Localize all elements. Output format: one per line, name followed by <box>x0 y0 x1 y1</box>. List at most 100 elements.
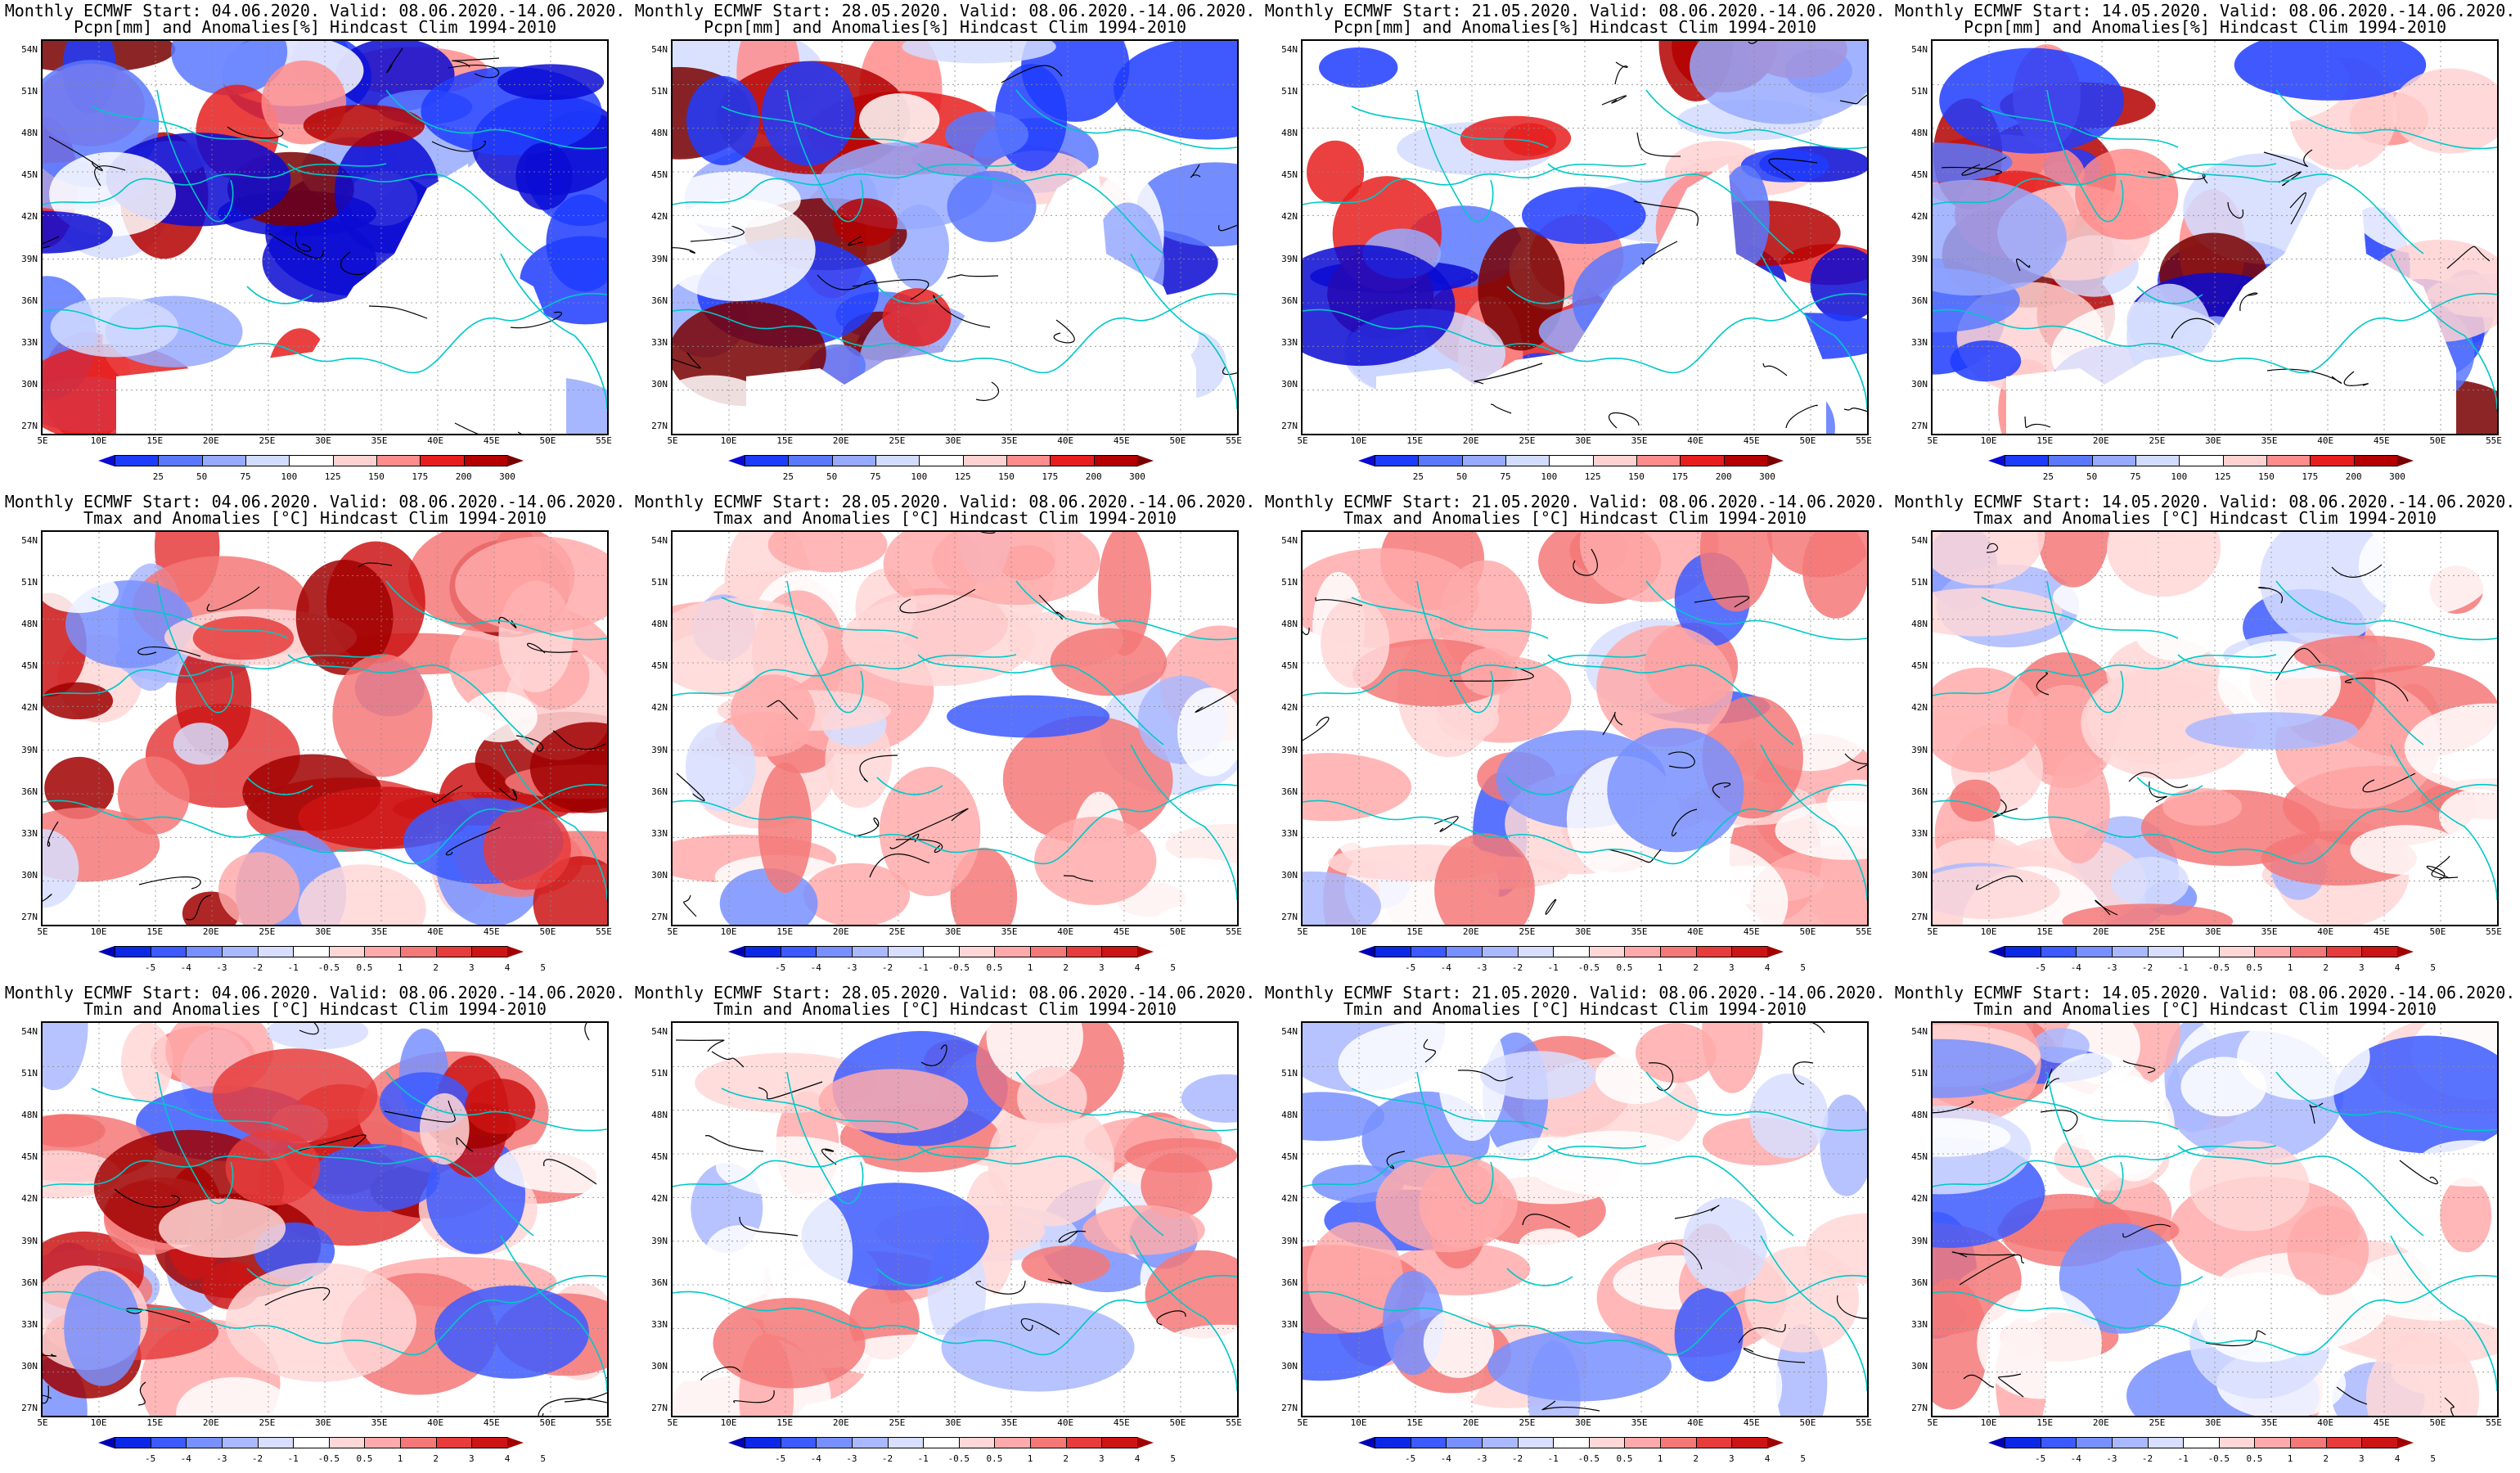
coastline-border <box>917 654 1164 746</box>
colorbar-label: -3 <box>2106 962 2117 973</box>
colorbar-label: -4 <box>2070 1453 2081 1464</box>
contour-line <box>1998 1373 2024 1398</box>
contour-line <box>2122 1223 2171 1238</box>
colorbar-swatch <box>2147 1437 2185 1448</box>
lon-tick-label: 30E <box>2205 435 2221 446</box>
colorbar-label: 175 <box>2302 471 2319 482</box>
lat-tick-label: 30N <box>1281 869 1298 881</box>
lat-tick-label: 33N <box>1281 1318 1298 1330</box>
contour-line <box>1767 1023 1825 1034</box>
colorbar-label: 300 <box>1129 471 1145 482</box>
lon-tick-label: 45E <box>2373 926 2390 937</box>
lon-tick-label: 40E <box>2317 926 2334 937</box>
contour-line <box>733 1390 775 1403</box>
lon-tick-label: 15E <box>2036 435 2054 446</box>
anomaly-region <box>2048 751 2110 863</box>
anomaly-region <box>1021 1246 1110 1285</box>
coastline-border <box>287 654 534 746</box>
lat-tick-label: 45N <box>21 169 38 181</box>
contour-line <box>889 833 920 849</box>
lat-tick-label: 39N <box>1911 253 1928 264</box>
lat-tick-label: 51N <box>1911 86 1928 97</box>
colorbar-swatch <box>1418 455 1463 466</box>
colorbar-swatch <box>1481 1437 1519 1448</box>
colorbar-swatch <box>1553 946 1590 957</box>
lat-tick-label: 42N <box>651 1193 668 1205</box>
contour-line <box>1047 1278 1072 1285</box>
lat-tick-label: 36N <box>1911 1277 1928 1288</box>
colorbar-swatch <box>1410 946 1447 957</box>
lon-tick-label: 30E <box>945 435 961 446</box>
lon-tick-label: 25E <box>259 1417 276 1428</box>
coastline-border <box>287 163 534 255</box>
anomaly-region <box>2287 1205 2369 1295</box>
contour-line <box>445 827 501 856</box>
colorbar-swatch <box>1549 455 1594 466</box>
lon-tick-label: 20E <box>202 926 219 937</box>
coastline-border <box>1416 89 1494 223</box>
panel-title-line1: Monthly ECMWF Start: 14.05.2020. Valid: … <box>1894 983 2516 1002</box>
colorbar-label: -2 <box>2141 962 2153 973</box>
contour-line <box>1712 782 1731 799</box>
lon-tick-label: 20E <box>1462 435 1479 446</box>
coastline-border <box>91 597 289 639</box>
lon-tick-label: 5E <box>1927 926 1938 937</box>
anomaly-region <box>212 1048 378 1142</box>
coastline-border <box>2136 777 2203 795</box>
coastline-border <box>1506 777 1573 795</box>
anomaly-region <box>1674 1288 1744 1382</box>
coastline-border <box>1015 1071 1237 1132</box>
anomaly-region <box>1321 597 1390 688</box>
contour-line <box>1785 404 1818 429</box>
coastline-border <box>1981 597 2179 639</box>
contour-line <box>1992 799 2018 818</box>
anomaly-region <box>1437 697 1499 741</box>
anomaly-region <box>2293 635 2436 673</box>
anomaly-region <box>1559 118 1699 183</box>
colorbar-swatch <box>1680 455 1725 466</box>
colorbar-swatch <box>2040 946 2077 957</box>
contour-line <box>227 126 284 139</box>
anomaly-region <box>43 1023 88 1091</box>
contour-line <box>2362 773 2416 793</box>
contour-line <box>869 853 930 878</box>
colorbar-swatch <box>1030 1437 1067 1448</box>
anomaly-region <box>2162 788 2243 827</box>
lon-tick-label: 40E <box>1057 926 1074 937</box>
lat-tick-label: 30N <box>21 378 38 390</box>
map-panel-tmin-0406: Monthly ECMWF Start: 04.06.2020. Valid: … <box>0 982 630 1473</box>
map-panel-tmin-2805: Monthly ECMWF Start: 28.05.2020. Valid: … <box>630 982 1260 1473</box>
colorbar-low-arrow <box>1358 455 1375 466</box>
colorbar-swatch <box>780 946 817 957</box>
colorbar-swatch <box>1517 946 1555 957</box>
anomaly-region <box>762 61 855 166</box>
colorbar-swatch <box>289 455 334 466</box>
coastline-border <box>1760 744 1867 901</box>
lon-tick-label: 35E <box>2261 926 2278 937</box>
lon-tick-label: 50E <box>539 435 556 446</box>
coastline-border <box>2177 163 2424 255</box>
lat-tick-label: 45N <box>21 1151 38 1163</box>
colorbar-label: 4 <box>2394 1453 2401 1464</box>
map-frame <box>1931 530 2499 926</box>
anomaly-region <box>988 1099 1115 1227</box>
lon-tick-label: 55E <box>1226 1417 1242 1428</box>
anomaly-region <box>1933 866 2060 919</box>
lon-tick-label: 55E <box>596 926 612 937</box>
colorbar-swatch <box>332 455 377 466</box>
anomaly-map <box>673 41 1237 434</box>
lat-tick-label: 36N <box>1911 786 1928 797</box>
anomaly-region <box>1478 227 1565 351</box>
colorbar-swatch <box>2005 455 2050 466</box>
colorbar-swatch <box>376 455 421 466</box>
lon-tick-label: 15E <box>776 1417 794 1428</box>
coastline-border <box>1645 580 1867 641</box>
anomaly-region <box>1702 1023 1763 1093</box>
lon-tick-label: 55E <box>596 1417 612 1428</box>
map-frame <box>1931 39 2499 435</box>
colorbar-label: 4 <box>1764 1453 1771 1464</box>
lon-tick-label: 15E <box>146 926 164 937</box>
anomaly-region <box>434 1285 589 1379</box>
anomaly-region <box>266 1023 369 1050</box>
colorbar-label: -3 <box>2106 1453 2117 1464</box>
